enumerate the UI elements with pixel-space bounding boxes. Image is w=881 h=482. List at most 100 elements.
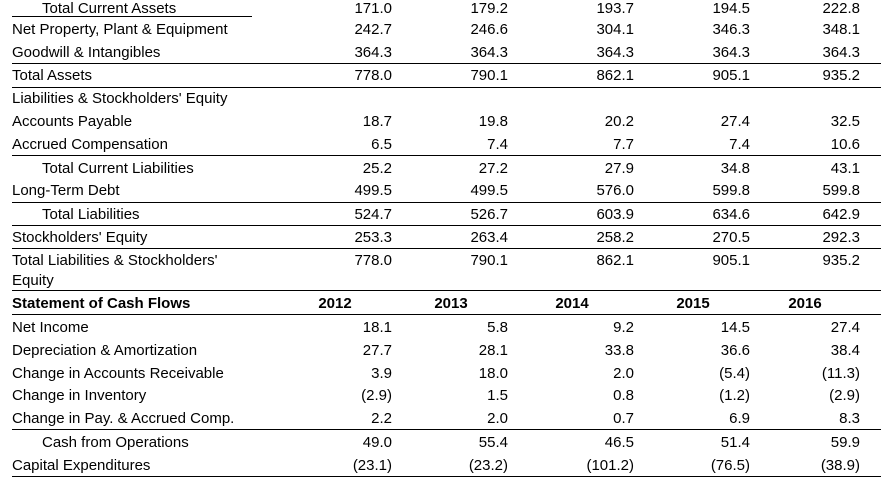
table-cell: 18.0 xyxy=(478,365,508,382)
row-label: Accounts Payable xyxy=(12,113,133,130)
row-label: Change in Pay. & Accrued Comp. xyxy=(12,410,235,427)
table-cell: 905.1 xyxy=(712,252,750,269)
table-cell: 499.5 xyxy=(470,182,508,199)
table-cell: 6.5 xyxy=(371,136,392,153)
divider xyxy=(12,16,252,17)
table-cell: 5.8 xyxy=(487,319,508,336)
table-cell: 253.3 xyxy=(354,229,392,246)
divider xyxy=(12,225,881,226)
table-cell: 246.6 xyxy=(470,21,508,38)
table-cell: 778.0 xyxy=(354,67,392,84)
table-cell: 7.4 xyxy=(487,136,508,153)
table-cell: 38.4 xyxy=(830,342,860,359)
table-cell: 18.7 xyxy=(362,113,392,130)
column-header: 2013 xyxy=(434,295,468,312)
divider xyxy=(12,290,881,291)
table-cell: 193.7 xyxy=(596,0,634,17)
table-cell: (23.1) xyxy=(352,457,392,474)
table-cell: 2.0 xyxy=(613,365,634,382)
table-cell: 526.7 xyxy=(470,206,508,223)
table-cell: 364.3 xyxy=(822,44,860,61)
row-label: Equity xyxy=(12,272,54,289)
section-title: Statement of Cash Flows xyxy=(12,295,191,312)
table-cell: (5.4) xyxy=(719,365,750,382)
table-cell: (23.2) xyxy=(468,457,508,474)
table-cell: 0.7 xyxy=(613,410,634,427)
row-label: Cash from Operations xyxy=(42,434,189,451)
table-cell: 935.2 xyxy=(822,67,860,84)
table-cell: 499.5 xyxy=(354,182,392,199)
table-cell: 258.2 xyxy=(596,229,634,246)
row-label: Total Current Assets xyxy=(42,0,177,17)
table-cell: 599.8 xyxy=(822,182,860,199)
table-cell: 2.0 xyxy=(487,410,508,427)
row-label: Liabilities & Stockholders' Equity xyxy=(12,90,228,107)
row-label: Long-Term Debt xyxy=(12,182,120,199)
table-cell: 27.9 xyxy=(604,160,634,177)
table-cell: (38.9) xyxy=(820,457,860,474)
table-cell: 304.1 xyxy=(596,21,634,38)
column-header: 2012 xyxy=(318,295,352,312)
table-cell: 346.3 xyxy=(712,21,750,38)
table-cell: 49.0 xyxy=(362,434,392,451)
column-header: 2016 xyxy=(788,295,822,312)
table-cell: 790.1 xyxy=(470,252,508,269)
table-cell: 576.0 xyxy=(596,182,634,199)
table-cell: 10.6 xyxy=(830,136,860,153)
table-cell: 2.2 xyxy=(371,410,392,427)
table-cell: 7.4 xyxy=(729,136,750,153)
divider xyxy=(12,63,881,64)
table-cell: 14.5 xyxy=(720,319,750,336)
table-cell: 25.2 xyxy=(362,160,392,177)
table-cell: 59.9 xyxy=(830,434,860,451)
divider xyxy=(12,476,881,477)
table-cell: (1.2) xyxy=(719,387,750,404)
table-cell: 862.1 xyxy=(596,252,634,269)
row-label: Goodwill & Intangibles xyxy=(12,44,161,61)
table-cell: (11.3) xyxy=(821,365,860,382)
row-label: Total Liabilities xyxy=(42,206,140,223)
divider xyxy=(12,87,881,88)
table-cell: 27.4 xyxy=(720,113,750,130)
table-cell: 524.7 xyxy=(354,206,392,223)
row-label: Total Liabilities & Stockholders' xyxy=(12,252,218,269)
table-cell: 7.7 xyxy=(613,136,634,153)
table-cell: 9.2 xyxy=(613,319,634,336)
row-label: Depreciation & Amortization xyxy=(12,342,198,359)
table-cell: 179.2 xyxy=(470,0,508,17)
table-cell: 292.3 xyxy=(822,229,860,246)
table-cell: 778.0 xyxy=(354,252,392,269)
table-cell: 599.8 xyxy=(712,182,750,199)
table-cell: 364.3 xyxy=(470,44,508,61)
table-cell: 634.6 xyxy=(712,206,750,223)
table-cell: 51.4 xyxy=(720,434,750,451)
row-label: Accrued Compensation xyxy=(12,136,168,153)
table-cell: 905.1 xyxy=(712,67,750,84)
divider xyxy=(12,248,881,249)
table-cell: 263.4 xyxy=(470,229,508,246)
table-cell: 171.0 xyxy=(354,0,392,17)
table-cell: 222.8 xyxy=(822,0,860,17)
table-cell: 46.5 xyxy=(604,434,634,451)
table-cell: 364.3 xyxy=(354,44,392,61)
table-cell: 935.2 xyxy=(822,252,860,269)
row-label: Change in Inventory xyxy=(12,387,147,404)
table-cell: 603.9 xyxy=(596,206,634,223)
row-label: Total Current Liabilities xyxy=(42,160,194,177)
table-cell: 1.5 xyxy=(487,387,508,404)
table-cell: 364.3 xyxy=(712,44,750,61)
table-cell: 27.2 xyxy=(478,160,508,177)
table-cell: 33.8 xyxy=(604,342,634,359)
column-header: 2015 xyxy=(676,295,710,312)
table-cell: 194.5 xyxy=(712,0,750,17)
table-cell: 28.1 xyxy=(478,342,508,359)
table-cell: 32.5 xyxy=(830,113,860,130)
table-cell: 3.9 xyxy=(371,365,392,382)
divider xyxy=(12,429,881,430)
row-label: Change in Accounts Receivable xyxy=(12,365,224,382)
table-cell: (76.5) xyxy=(710,457,750,474)
row-label: Net Income xyxy=(12,319,89,336)
divider xyxy=(12,155,881,156)
table-cell: 27.7 xyxy=(362,342,392,359)
row-label: Total Assets xyxy=(12,67,93,84)
